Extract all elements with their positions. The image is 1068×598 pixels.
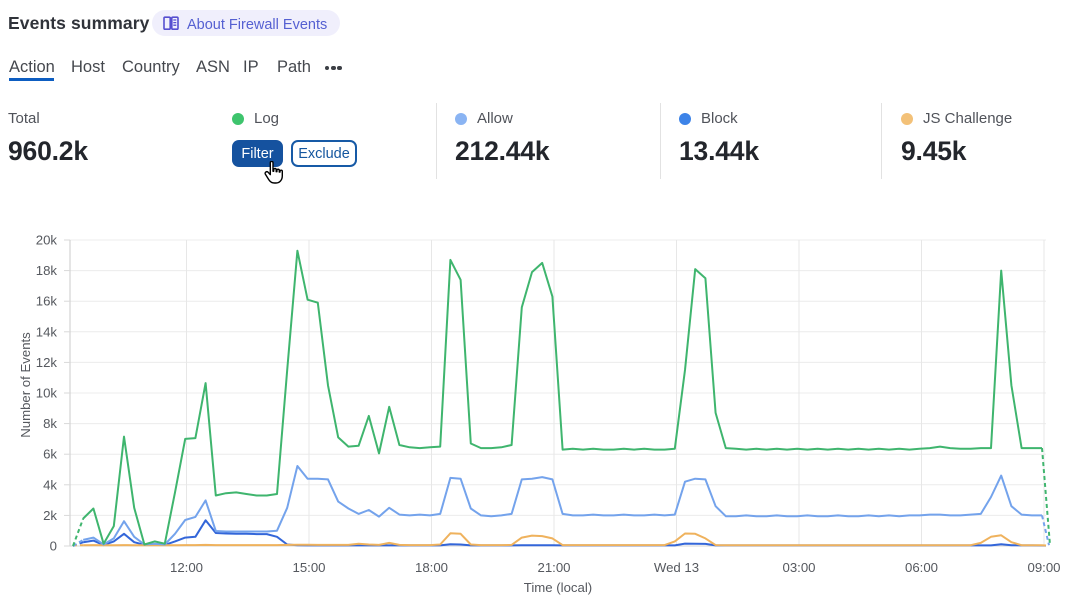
- svg-text:03:00: 03:00: [782, 560, 815, 575]
- svg-text:0: 0: [50, 539, 57, 554]
- svg-text:Time (local): Time (local): [524, 580, 592, 595]
- svg-text:16k: 16k: [36, 294, 58, 309]
- svg-text:8k: 8k: [43, 416, 57, 431]
- svg-text:20k: 20k: [36, 233, 58, 248]
- svg-text:15:00: 15:00: [292, 560, 325, 575]
- svg-text:21:00: 21:00: [537, 560, 570, 575]
- svg-text:4k: 4k: [43, 477, 57, 492]
- svg-text:18:00: 18:00: [415, 560, 448, 575]
- svg-text:06:00: 06:00: [905, 560, 938, 575]
- svg-text:14k: 14k: [36, 324, 58, 339]
- svg-text:12k: 12k: [36, 355, 58, 370]
- svg-text:6k: 6k: [43, 447, 57, 462]
- svg-text:18k: 18k: [36, 263, 58, 278]
- svg-text:12:00: 12:00: [170, 560, 203, 575]
- svg-text:09:00: 09:00: [1027, 560, 1060, 575]
- svg-text:Number of Events: Number of Events: [18, 332, 33, 438]
- svg-text:10k: 10k: [36, 386, 58, 401]
- svg-text:Wed 13: Wed 13: [654, 560, 699, 575]
- svg-text:2k: 2k: [43, 508, 57, 523]
